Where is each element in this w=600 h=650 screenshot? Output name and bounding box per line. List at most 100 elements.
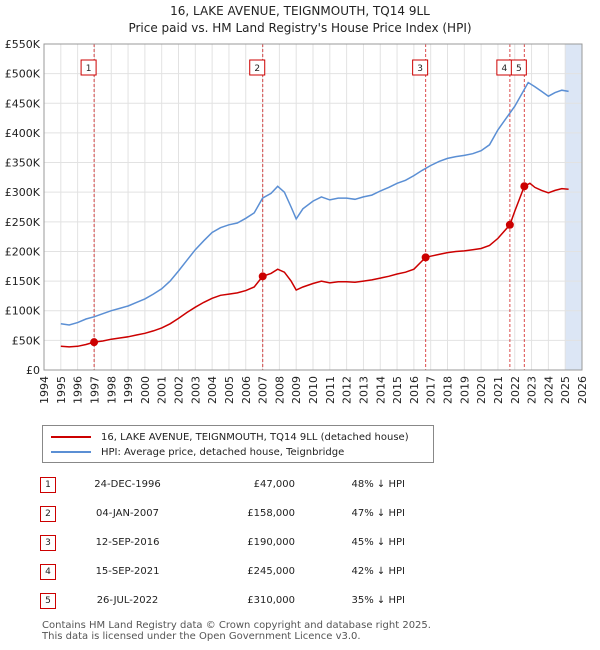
table-row: 4 15-SEP-2021 £245,000 42% ↓ HPI [40,557,405,586]
y-tick-label: £500K [5,68,41,81]
footer-copyright: Contains HM Land Registry data © Crown c… [42,620,431,631]
sale-point [520,182,529,191]
transaction-number: 5 [40,592,56,609]
transaction-date: 04-JAN-2007 [95,508,160,519]
y-tick-label: £550K [5,38,41,51]
transaction-number: 4 [40,563,56,580]
x-tick-label: 2008 [273,376,286,404]
x-tick-label: 1994 [38,376,51,404]
sale-number-box [412,59,429,76]
x-tick-label: 2005 [223,376,236,404]
footer: Contains HM Land Registry data © Crown c… [42,620,431,642]
transaction-date: 12-SEP-2016 [95,537,160,548]
forecast-band [565,44,582,370]
legend-item-price: 16, LAKE AVENUE, TEIGNMOUTH, TQ14 9LL (d… [51,430,409,444]
legend-label-hpi: HPI: Average price, detached house, Teig… [101,446,345,458]
sale-number-box [80,59,97,76]
transaction-number: 1 [40,476,56,493]
sale-number-box [510,59,527,76]
x-tick-label: 2016 [408,376,421,404]
x-tick-label: 2011 [324,376,337,404]
x-tick-label: 2018 [442,376,455,404]
price-chart: £0 £50K £100K £150K £200K £250K £300K £350K £400… [5,38,589,404]
plot-frame [43,43,583,371]
x-tick-label: 2024 [542,376,555,404]
x-tick-label: 1998 [105,376,118,404]
x-tick-label: 2002 [173,376,186,404]
table-row: 2 04-JAN-2007 £158,000 47% ↓ HPI [40,499,405,528]
transaction-date: 26-JUL-2022 [96,595,159,606]
legend-label-price: 16, LAKE AVENUE, TEIGNMOUTH, TQ14 9LL (d… [101,431,409,443]
y-tick-label: £100K [5,305,41,318]
sale-point [258,272,267,281]
x-tick-label: 2019 [458,376,471,404]
x-tick-label: 2014 [374,376,387,404]
x-tick-label: 2010 [307,376,320,404]
transaction-price: £245,000 [247,566,295,577]
x-tick-label: 2013 [357,376,370,404]
x-tick-label: 2020 [475,376,488,404]
transaction-hpi-diff: 42% ↓ HPI [351,566,405,577]
y-tick-label: £250K [5,216,41,229]
y-tick-label: £50K [12,334,41,347]
x-tick-label: 2004 [206,376,219,404]
transaction-price: £190,000 [247,537,295,548]
transactions-table: 1 24-DEC-1996 £47,000 48% ↓ HPI 2 04-JAN… [40,470,405,615]
x-tick-label: 2017 [425,376,438,404]
x-tick-label: 2003 [189,376,202,404]
sale-number-label: 3 [417,64,423,74]
x-tick-label: 2001 [156,376,169,404]
y-tick-label: £300K [5,186,41,199]
chart-subtitle: Price paid vs. HM Land Registry's House … [128,21,472,35]
transaction-hpi-diff: 35% ↓ HPI [351,595,405,606]
x-tick-label: 2000 [139,376,152,404]
transaction-hpi-diff: 45% ↓ HPI [351,537,405,548]
legend-swatch-hpi [51,451,91,453]
sale-point [90,338,99,347]
x-tick-label: 1997 [88,376,101,404]
sale-point [421,253,430,262]
x-tick-label: 2015 [391,376,404,404]
table-row: 5 26-JUL-2022 £310,000 35% ↓ HPI [40,586,405,615]
x-tick-label: 1999 [122,376,135,404]
x-tick-label: 2021 [492,376,505,404]
transaction-price: £47,000 [253,479,295,490]
footer-licence: This data is licensed under the Open Gov… [42,631,361,642]
transaction-price: £310,000 [247,595,295,606]
sale-number-label: 2 [254,64,260,74]
x-tick-label: 2022 [509,376,522,404]
transaction-hpi-diff: 48% ↓ HPI [351,479,405,490]
table-row: 3 12-SEP-2016 £190,000 45% ↓ HPI [40,528,405,557]
legend: 16, LAKE AVENUE, TEIGNMOUTH, TQ14 9LL (d… [42,425,434,463]
x-tick-label: 2026 [576,376,589,404]
x-tick-label: 2012 [341,376,354,404]
x-tick-label: 1996 [72,376,85,404]
legend-swatch-price [51,436,91,438]
transaction-price: £158,000 [247,508,295,519]
sale-number-label: 4 [502,64,508,74]
sale-number-label: 5 [516,64,522,74]
y-tick-label: £450K [5,97,41,110]
y-tick-label: £350K [5,157,41,170]
sale-number-label: 1 [86,64,92,74]
x-tick-label: 2009 [290,376,303,404]
x-tick-label: 1995 [55,376,68,404]
transaction-hpi-diff: 47% ↓ HPI [351,508,405,519]
table-row: 1 24-DEC-1996 £47,000 48% ↓ HPI [40,470,405,499]
transaction-date: 15-SEP-2021 [95,566,160,577]
sale-point [505,220,514,229]
x-tick-label: 2023 [526,376,539,404]
transaction-number: 2 [40,505,56,522]
chart-title: 16, LAKE AVENUE, TEIGNMOUTH, TQ14 9LL [170,4,430,18]
x-tick-label: 2025 [559,376,572,404]
y-tick-label: £0 [26,364,40,377]
transaction-number: 3 [40,534,56,551]
y-tick-label: £400K [5,127,41,140]
sale-number-box [249,59,266,76]
transaction-date: 24-DEC-1996 [94,479,161,490]
y-tick-label: £200K [5,245,41,258]
legend-item-hpi: HPI: Average price, detached house, Teig… [51,445,344,459]
hpi-line [60,81,569,326]
x-tick-label: 2007 [257,376,270,404]
price-paid-line [60,182,569,348]
